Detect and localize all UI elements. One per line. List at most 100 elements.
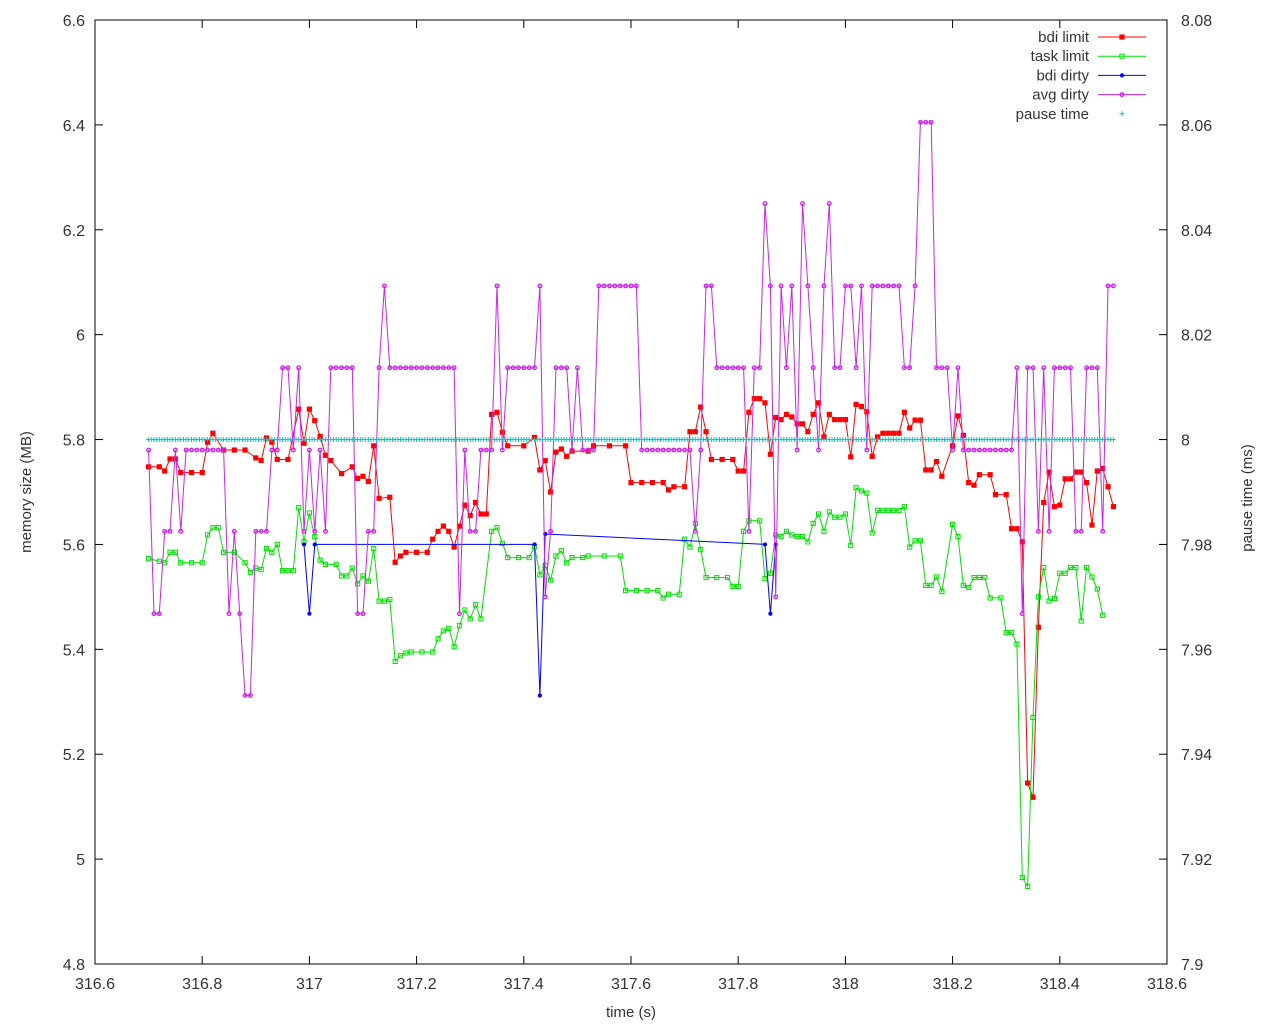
avg-dirty-point <box>682 447 688 453</box>
task-limit-point <box>1089 574 1095 580</box>
avg-dirty-point <box>1030 365 1036 371</box>
avg-dirty-point <box>666 447 671 453</box>
avg-dirty-point <box>617 283 623 289</box>
bdi-limit-point <box>553 449 559 455</box>
task-limit-point <box>210 525 216 531</box>
avg-dirty-point <box>199 447 205 453</box>
avg-dirty-point <box>853 365 859 371</box>
task-limit-point <box>242 560 248 566</box>
bdi-limit-point <box>1014 526 1020 532</box>
bdi-limit-point <box>537 467 543 473</box>
task-limit-point <box>1030 714 1036 721</box>
avg-dirty-point <box>891 283 897 289</box>
bdi-limit-point <box>762 400 768 406</box>
avg-dirty-point <box>505 365 511 371</box>
avg-dirty-point <box>446 365 452 371</box>
task-limit-point <box>912 538 918 544</box>
avg-dirty-point <box>376 365 382 371</box>
bdi-limit-point <box>424 549 430 555</box>
task-limit-point <box>853 485 859 491</box>
task-limit-point <box>794 533 800 540</box>
task-limit-point <box>955 533 961 540</box>
y-left-tick-label: 6.2 <box>63 223 85 240</box>
task-limit-point <box>462 607 468 613</box>
avg-dirty-point <box>993 447 998 453</box>
avg-dirty-point <box>1009 447 1015 453</box>
avg-dirty-point <box>381 283 387 289</box>
task-limit-point <box>740 528 747 534</box>
legend-item-bdi-limit: bdi limit <box>1038 29 1146 46</box>
avg-dirty-point <box>832 365 838 371</box>
bdi-limit-point <box>826 411 832 417</box>
avg-dirty-point <box>1068 365 1073 371</box>
avg-dirty-point <box>306 447 312 453</box>
bdi-limit-point <box>548 489 554 495</box>
avg-dirty-point <box>457 611 462 617</box>
avg-dirty-point <box>156 611 162 617</box>
bdi-limit-point <box>317 433 323 440</box>
bdi-limit-point <box>258 457 264 464</box>
avg-dirty-point <box>226 611 232 617</box>
x-tick-label: 316.8 <box>182 976 222 993</box>
y-right-tick-label: 7.98 <box>1181 537 1212 554</box>
avg-dirty-point <box>591 447 596 453</box>
bdi-limit-point <box>478 511 484 517</box>
task-limit-point <box>247 569 254 575</box>
bdi-limit-point <box>907 425 913 431</box>
task-limit-point <box>494 525 500 531</box>
task-limit-point <box>1062 570 1068 576</box>
legend: bdi limit task limit bdi dirty avg dirty pau… <box>1016 29 1146 123</box>
avg-dirty-point <box>917 119 923 125</box>
task-limit-point <box>569 554 575 561</box>
avg-dirty-point <box>1003 447 1009 453</box>
avg-dirty-point <box>1046 528 1052 534</box>
bdi-limit-point <box>322 452 329 458</box>
bdi-limit-point <box>569 448 575 454</box>
bdi-limit-point <box>880 430 886 436</box>
task-limit-point <box>724 574 731 581</box>
bdi-limit-point <box>521 443 527 449</box>
task-limit-point <box>799 533 806 540</box>
avg-dirty-point <box>1073 528 1079 534</box>
bdi-limit-point <box>708 456 714 463</box>
task-limit-point <box>344 573 350 579</box>
avg-dirty-point <box>494 283 500 289</box>
bdi-limit-point <box>371 443 377 449</box>
bdi-limit-point <box>730 456 736 463</box>
legend-item-task-limit: task limit <box>1031 48 1146 65</box>
avg-dirty-point <box>1110 283 1116 289</box>
avg-dirty-point <box>708 283 714 289</box>
task-limit-point <box>472 602 479 608</box>
task-limit-point <box>355 581 361 587</box>
avg-dirty-point <box>387 365 393 371</box>
bdi-limit-point <box>296 406 302 412</box>
task-limit-point <box>558 548 564 554</box>
task-limit-point <box>430 649 436 655</box>
avg-dirty-point <box>269 447 275 453</box>
avg-dirty-point <box>231 528 237 534</box>
avg-dirty-point <box>725 365 730 371</box>
avg-dirty-point <box>532 365 537 371</box>
task-limit-point <box>687 544 693 550</box>
axis-ticks: 316.6 316.8 317 317.2 317.4 317.6 317.8 318 318.… <box>63 13 1212 993</box>
avg-dirty-point <box>247 693 253 698</box>
task-limit-point <box>440 628 446 634</box>
x-tick-label: 317.2 <box>397 976 437 993</box>
bdi-limit-point <box>874 434 881 440</box>
task-limit-point <box>848 542 854 549</box>
task-limit-point <box>306 510 312 516</box>
bdi-limit-point <box>976 472 982 478</box>
task-limit-point <box>456 623 463 629</box>
bdi-limit-point <box>992 492 999 498</box>
task-limit-point <box>263 546 270 552</box>
task-limit-point <box>837 514 843 520</box>
series-task-limit <box>146 485 1106 889</box>
bdi-limit-point <box>1019 539 1025 545</box>
avg-dirty-point <box>714 365 720 371</box>
task-limit-point <box>204 532 211 538</box>
bdi-limit-point <box>499 429 505 435</box>
bdi-limit-point <box>349 464 355 470</box>
avg-dirty-point <box>553 365 559 371</box>
task-limit-point <box>365 578 371 584</box>
task-limit-point <box>564 560 570 566</box>
